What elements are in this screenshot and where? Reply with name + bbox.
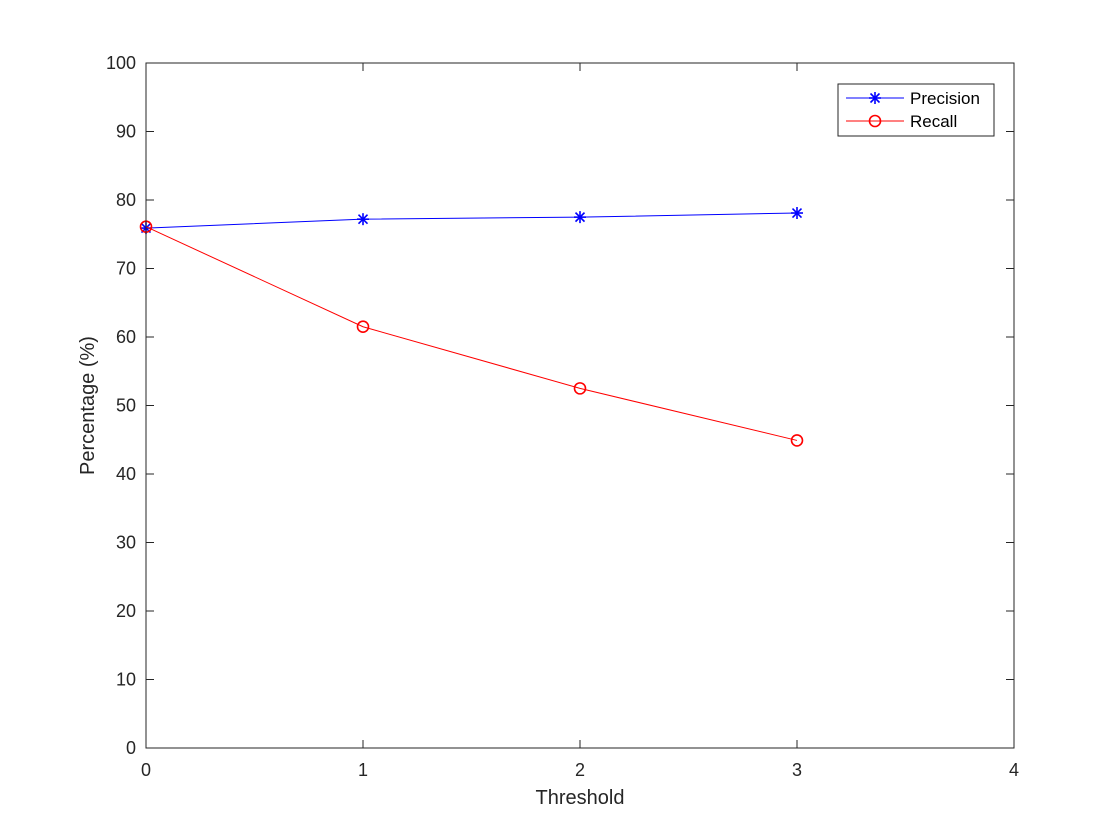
data-point-recall xyxy=(573,382,587,395)
legend: Precision Recall xyxy=(837,83,995,137)
legend-entry-recall: Recall xyxy=(846,112,957,131)
x-tick-label: 3 xyxy=(792,760,802,780)
y-tick-label: 10 xyxy=(116,670,136,690)
y-tick-label: 0 xyxy=(126,738,136,758)
data-point-recall xyxy=(356,320,370,334)
plot-area xyxy=(146,63,1014,748)
y-tick-label: 30 xyxy=(116,533,136,553)
y-tick-label: 70 xyxy=(116,259,136,279)
series-line-recall xyxy=(145,226,798,441)
x-tick-label: 4 xyxy=(1009,760,1019,780)
data-point-precision xyxy=(574,211,586,224)
x-tick-label: 1 xyxy=(358,760,368,780)
y-tick-label: 80 xyxy=(116,190,136,210)
legend-marker-glyph xyxy=(869,92,881,104)
y-axis-title: Percentage (%) xyxy=(77,336,99,475)
legend-marker-precision xyxy=(869,92,881,104)
legend-label-recall: Recall xyxy=(910,112,957,131)
y-tick-label: 40 xyxy=(116,464,136,484)
y-tick-label: 20 xyxy=(116,601,136,621)
x-tick-label: 2 xyxy=(575,760,585,780)
legend-marker-recall xyxy=(868,114,882,128)
plot-frame xyxy=(145,62,1015,749)
y-tick-label: 90 xyxy=(116,122,136,142)
legend-entry-precision: Precision xyxy=(846,89,980,108)
legend-label-precision: Precision xyxy=(910,89,980,108)
x-tick-label: 0 xyxy=(141,760,151,780)
series-line-precision xyxy=(145,212,798,229)
y-tick-label: 100 xyxy=(106,53,136,73)
y-tick-label: 60 xyxy=(116,327,136,347)
data-point-precision xyxy=(357,213,369,226)
data-point-recall xyxy=(790,434,804,447)
legend-marker-glyph xyxy=(868,114,882,128)
y-tick-label: 50 xyxy=(116,396,136,416)
series-layer xyxy=(139,207,804,447)
x-axis-title: Threshold xyxy=(536,787,625,809)
legend-box xyxy=(837,83,995,137)
data-point-precision xyxy=(791,207,803,220)
